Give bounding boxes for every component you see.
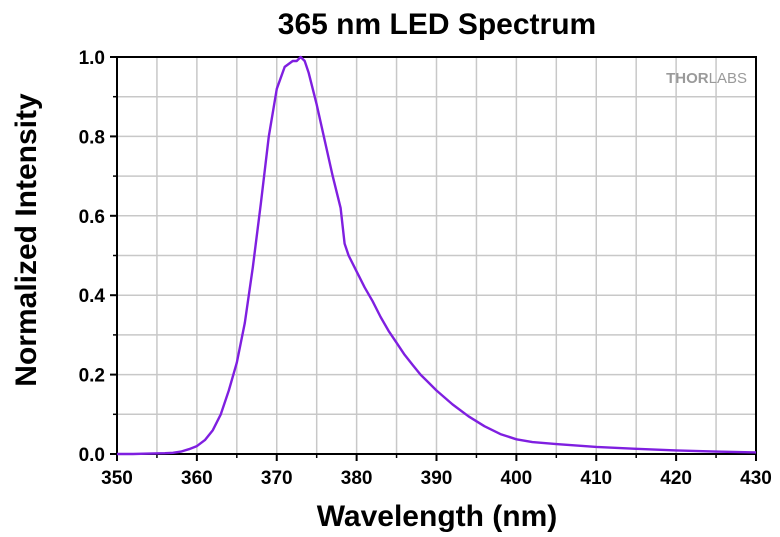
x-tick-label: 410	[580, 468, 612, 489]
y-tick-label: 1.0	[79, 48, 105, 69]
y-tick-labels: 0.0 0.2 0.4 0.6 0.8 1.0	[79, 48, 106, 466]
axis-ticks	[110, 56, 757, 461]
y-tick-label: 0.0	[79, 445, 105, 466]
x-tick-label: 390	[421, 468, 453, 489]
plot-frame	[116, 56, 757, 455]
x-tick-label: 420	[660, 468, 692, 489]
y-tick-label: 0.8	[79, 127, 105, 148]
y-tick-label: 0.4	[79, 286, 106, 307]
x-tick-label: 400	[501, 468, 533, 489]
x-tick-labels: 350 360 370 380 390 400 410 420 430	[101, 468, 772, 489]
chart-title: 365 nm LED Spectrum	[278, 8, 596, 41]
thorlabs-watermark: THORLABS	[666, 70, 747, 87]
x-tick-label: 370	[261, 468, 293, 489]
grid-lines	[117, 57, 756, 454]
y-axis-label: Normalized Intensity	[10, 93, 43, 387]
watermark-light: LABS	[709, 70, 747, 87]
spectrum-series-line	[117, 55, 757, 456]
x-tick-label: 380	[341, 468, 373, 489]
y-tick-label: 0.6	[79, 207, 105, 228]
x-tick-label: 360	[181, 468, 213, 489]
x-tick-label: 350	[101, 468, 133, 489]
y-tick-label: 0.2	[79, 366, 105, 387]
x-axis-label: Wavelength (nm)	[317, 500, 558, 533]
watermark-bold: THOR	[666, 70, 709, 87]
x-tick-label: 430	[740, 468, 772, 489]
